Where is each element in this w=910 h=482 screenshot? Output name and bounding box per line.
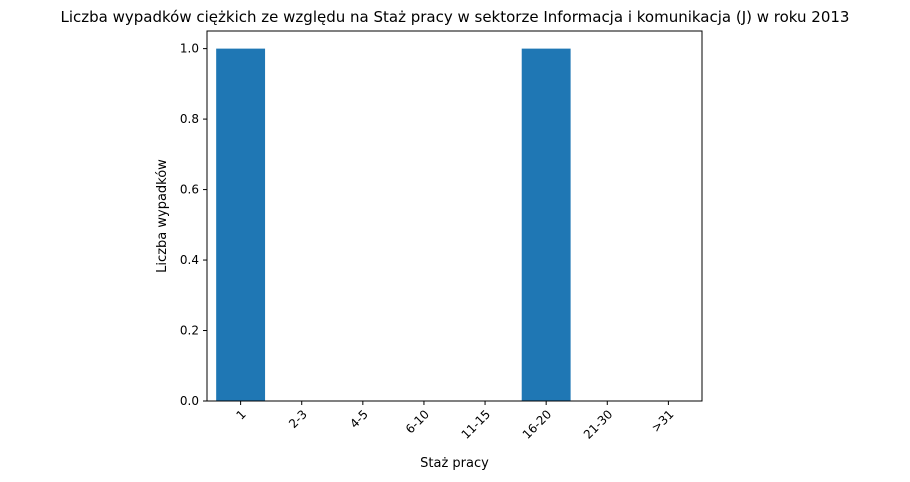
y-axis-label: Liczba wypadków (155, 159, 170, 273)
y-tick-label: 1.0 (180, 42, 199, 56)
bar-1 (216, 48, 266, 402)
plot-frame (206, 30, 703, 402)
x-tick-label: 6-10 (403, 407, 432, 436)
x-tick-label: 4-5 (347, 407, 371, 431)
y-tick-label: 0.0 (180, 394, 199, 408)
chart-title: Liczba wypadków ciężkich ze względu na S… (61, 8, 850, 26)
x-tick-label: 11-15 (459, 407, 494, 442)
y-tick-label: 0.2 (180, 324, 199, 338)
x-tick-label: >31 (649, 407, 677, 435)
x-tick-label: 21-30 (581, 407, 616, 442)
x-axis-label: Staż pracy (420, 456, 489, 471)
y-axis: 0.0 0.2 0.4 0.6 0.8 1.0 (180, 42, 207, 408)
x-axis: 1 2-3 4-5 6-10 11-15 16-20 21-30 >31 (233, 401, 677, 442)
x-tick-label: 2-3 (286, 407, 310, 431)
bar-16-20 (521, 48, 571, 402)
y-tick-label: 0.4 (180, 253, 199, 267)
x-tick-label: 1 (233, 407, 248, 422)
x-tick-label: 16-20 (520, 407, 555, 442)
y-tick-label: 0.8 (180, 112, 199, 126)
y-tick-label: 0.6 (180, 183, 199, 197)
bars (216, 48, 571, 402)
